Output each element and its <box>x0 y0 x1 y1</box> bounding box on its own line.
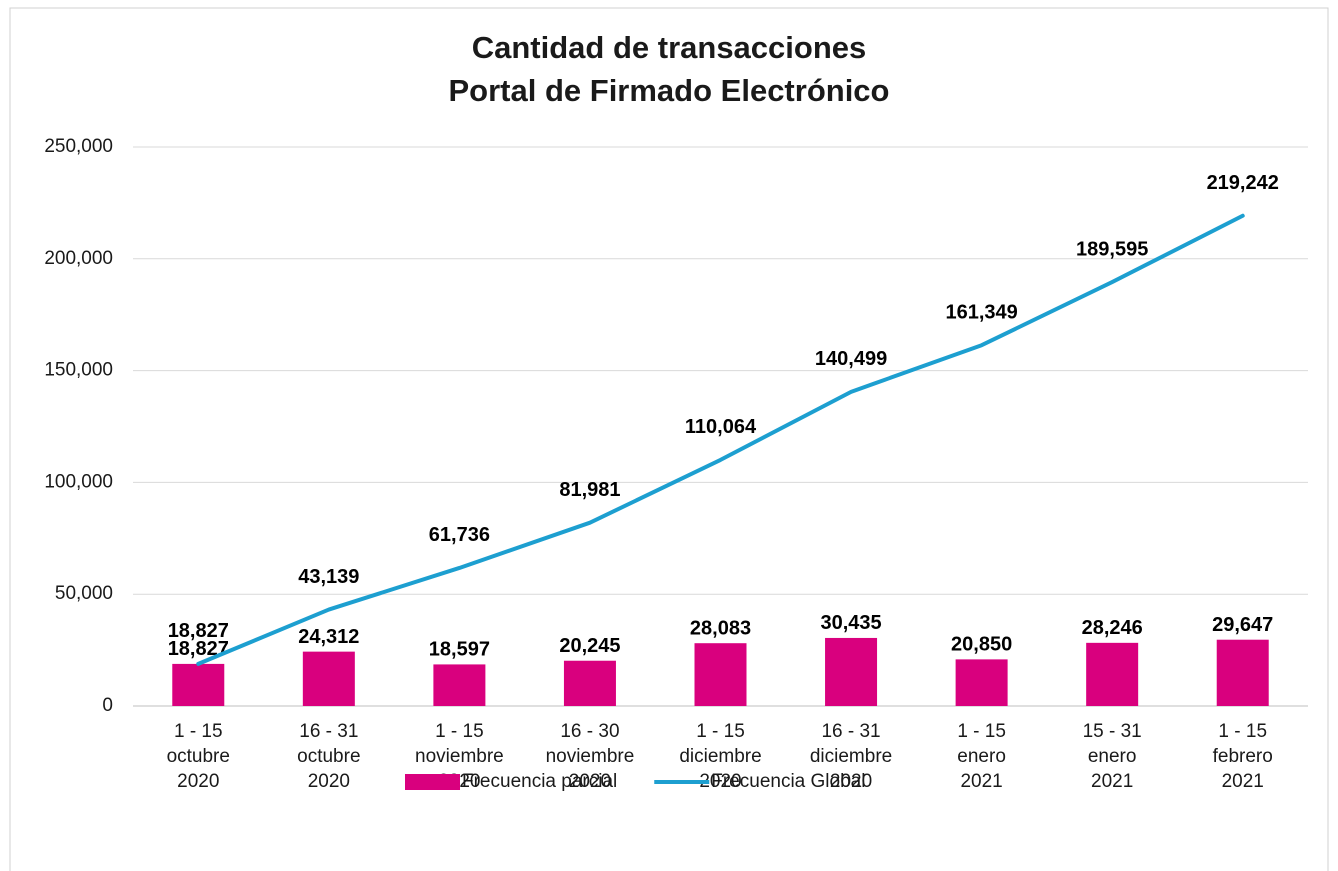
x-tick-label: 16 - 30 noviembre 2020 <box>546 721 635 792</box>
data-label: 43,139 <box>298 566 359 588</box>
data-label: 18,827 <box>168 638 229 660</box>
chart-subtitle: Portal de Firmado Electrónico <box>449 73 890 108</box>
x-tick-label: 1 - 15 diciembre 2020 <box>679 721 761 792</box>
chart-frame <box>9 7 1329 871</box>
data-label: 28,083 <box>690 617 751 639</box>
x-tick-line: 16 - 30 <box>560 721 619 742</box>
bar <box>825 637 878 706</box>
x-tick-line: 2021 <box>1091 771 1133 792</box>
bar <box>694 643 747 706</box>
x-tick-line: diciembre <box>810 746 892 767</box>
data-label: 29,647 <box>1212 614 1273 636</box>
x-tick-line: 1 - 15 <box>957 721 1006 742</box>
y-tick-label: 50,000 <box>55 583 113 604</box>
x-tick-line: 1 - 15 <box>174 721 223 742</box>
x-tick-line: octubre <box>297 746 360 767</box>
x-tick-line: diciembre <box>679 746 761 767</box>
data-label: 81,981 <box>559 479 620 501</box>
x-tick-label: 1 - 15 octubre 2020 <box>167 721 230 792</box>
data-label: 189,595 <box>1076 238 1148 260</box>
x-tick-line: 1 - 15 <box>1218 721 1267 742</box>
data-label: 18,827 <box>168 620 229 642</box>
x-tick-line: noviembre <box>546 746 635 767</box>
x-tick-label: 1 - 15 febrero 2021 <box>1213 721 1273 792</box>
x-tick-label: 15 - 31 enero 2021 <box>1083 721 1142 792</box>
x-tick-line: noviembre <box>415 746 504 767</box>
line <box>196 213 1245 666</box>
bar <box>563 660 616 706</box>
y-tick-label: 250,000 <box>44 136 113 157</box>
x-tick-line: 2021 <box>960 771 1002 792</box>
x-tick-line: 2020 <box>830 771 872 792</box>
data-label: 18,597 <box>429 639 490 661</box>
legend-label: Frecuencia Global <box>711 771 865 792</box>
x-tick-line: enero <box>957 746 1006 767</box>
x-tick-line: 16 - 31 <box>821 721 880 742</box>
x-tick-line: 1 - 15 <box>696 721 745 742</box>
bar <box>172 663 225 706</box>
bar <box>302 651 355 706</box>
y-tick-label: 0 <box>102 695 113 716</box>
bar <box>955 659 1008 706</box>
bar <box>1086 642 1139 706</box>
chart-title: Cantidad de transacciones <box>472 30 867 65</box>
data-label: 110,064 <box>685 416 757 438</box>
x-tick-line: 2020 <box>569 771 611 792</box>
legend-label: Frecuencia parcial <box>462 771 617 792</box>
x-tick-line: 1 - 15 <box>435 721 484 742</box>
data-label: 61,736 <box>429 524 490 546</box>
data-label: 219,242 <box>1207 172 1279 194</box>
bar <box>433 664 486 706</box>
x-tick-line: 15 - 31 <box>1083 721 1142 742</box>
x-tick-label: 16 - 31 octubre 2020 <box>297 721 360 792</box>
legend-swatch <box>405 774 460 790</box>
y-tick-label: 150,000 <box>44 360 113 381</box>
data-label: 140,499 <box>815 348 887 370</box>
data-label: 161,349 <box>945 302 1017 324</box>
x-tick-line: febrero <box>1213 746 1273 767</box>
x-tick-line: octubre <box>167 746 230 767</box>
data-label: 30,435 <box>820 612 881 634</box>
bar <box>1216 639 1269 706</box>
x-tick-line: 16 - 31 <box>299 721 358 742</box>
x-tick-line: 2020 <box>177 771 219 792</box>
data-label: 28,246 <box>1082 617 1143 639</box>
y-tick-label: 100,000 <box>44 471 113 492</box>
x-tick-label: 16 - 31 diciembre 2020 <box>810 721 892 792</box>
data-label: 24,312 <box>298 626 359 648</box>
data-label: 20,850 <box>951 634 1012 656</box>
x-tick-line: enero <box>1088 746 1137 767</box>
y-tick-label: 200,000 <box>44 248 113 269</box>
data-label: 20,245 <box>559 635 620 657</box>
x-tick-line: 2020 <box>699 771 741 792</box>
x-tick-line: 2021 <box>1222 771 1264 792</box>
x-tick-line: 2020 <box>308 771 350 792</box>
x-tick-label: 1 - 15 enero 2021 <box>957 721 1006 792</box>
